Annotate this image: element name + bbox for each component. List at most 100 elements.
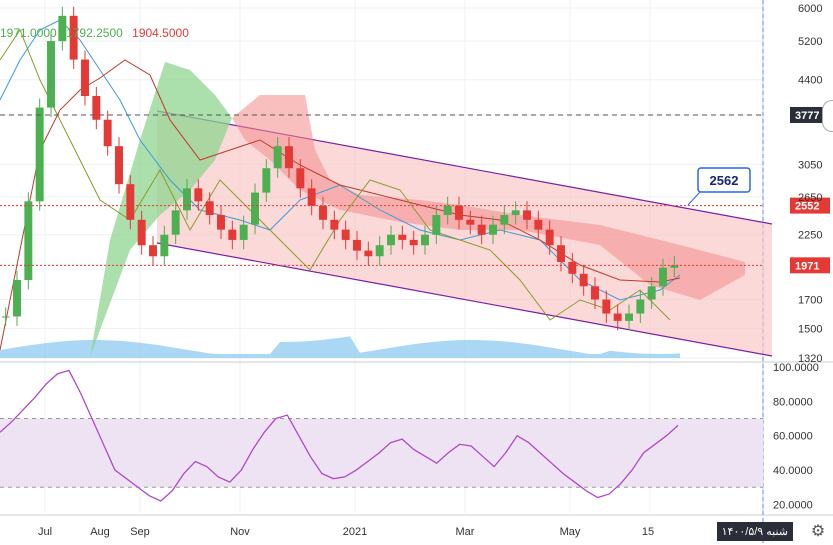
candle-body [432, 215, 441, 235]
candle-body [319, 205, 327, 220]
candle-body [341, 229, 350, 240]
candle-body [251, 192, 259, 225]
candle-body [35, 107, 44, 202]
level-badge-text-3777: 3777 [795, 110, 819, 122]
rsi-band [0, 418, 763, 488]
candle-body [398, 234, 407, 240]
candle-body [477, 224, 486, 235]
price-tick-label: 2250 [798, 230, 822, 242]
candle-body [262, 168, 271, 193]
candle-body [58, 15, 67, 42]
candle-body [443, 205, 452, 216]
level-badge-text-2552: 2552 [795, 201, 819, 213]
candle-body [137, 219, 146, 246]
candle-body [217, 215, 225, 230]
scroll-handle[interactable] [822, 100, 833, 132]
price-tick-label: 1500 [798, 323, 822, 335]
price-tick-label: 3050 [798, 159, 822, 171]
ichimoku-cloud-bullish [90, 62, 232, 358]
candle-body [375, 245, 384, 257]
candle-body [126, 184, 135, 220]
candle-body [228, 229, 237, 240]
level-badge-2552 [790, 197, 830, 214]
candle-body [1, 316, 10, 318]
candle-body [171, 210, 180, 235]
price-tick-label: 5200 [798, 36, 822, 48]
chikou-line [0, 28, 671, 321]
ohlc-open-value: 1971.0000 [0, 26, 57, 40]
candle-body [194, 188, 203, 202]
candle-body [636, 299, 645, 314]
rsi-tick-label: 80.0000 [773, 396, 813, 408]
candle-body [557, 245, 565, 262]
level-badge-text-1971: 1971 [795, 260, 819, 272]
candle-body [421, 234, 429, 246]
price-tick-label: 1700 [798, 295, 822, 307]
candle-body [568, 261, 577, 274]
rsi-tick-label: 40.0000 [773, 465, 813, 477]
candle-body [353, 239, 361, 251]
rsi-tick-label: 20.0000 [773, 499, 813, 511]
rsi-tick-label: 60.0000 [773, 431, 813, 443]
candle-body [47, 41, 55, 108]
callout-text: 2562 [710, 173, 739, 188]
ohlc-low-value: 1792.2500 [66, 26, 123, 40]
candle-body [183, 188, 191, 211]
candle-body [69, 15, 78, 60]
level-badge-1971 [790, 257, 830, 274]
candle-body [545, 229, 554, 246]
candle-body [330, 219, 339, 230]
rsi-tick-label: 100.0000 [773, 362, 819, 374]
candle-body [205, 201, 214, 216]
candle-body [296, 168, 305, 189]
channel-lower-line [156, 242, 773, 357]
price-tick-label: 1320 [798, 353, 822, 365]
candle-body [239, 224, 248, 240]
settings-gear-icon[interactable]: ⚙ [810, 523, 826, 540]
ichimoku-cloud-bearish [232, 95, 745, 300]
time-tick-label: 15 [642, 526, 654, 538]
time-tick-label: Mar [456, 526, 475, 538]
date-tooltip: شنبه ۱۴۰۰/۵/۹ [716, 522, 793, 541]
time-tick-label: Nov [230, 526, 250, 538]
callout-box [697, 167, 751, 193]
candle-body [455, 205, 463, 220]
candle-body [579, 273, 588, 287]
time-tick-label: Aug [90, 526, 110, 538]
candle-body [13, 279, 21, 317]
time-tick-label: Sep [130, 526, 150, 538]
candle-body [273, 146, 282, 169]
candle-body [511, 210, 520, 216]
candle-body [500, 215, 509, 225]
candle-body [160, 234, 169, 257]
candle-body [489, 224, 497, 235]
candle-body [625, 313, 633, 321]
candle-body [24, 201, 33, 280]
price-tick-label: 6000 [798, 3, 822, 15]
candle-body [647, 286, 656, 300]
candle-body [81, 59, 89, 97]
price-tick-label: 2650 [798, 192, 822, 204]
time-tick-label: 2021 [343, 526, 367, 538]
callout-pointer [687, 191, 701, 206]
candle-body [466, 219, 475, 225]
kijun-line [0, 59, 681, 351]
ohlc-close-value: 1904.5000 [132, 26, 189, 40]
level-badge-3777 [790, 106, 830, 123]
candle-body [92, 96, 101, 120]
candle-body [523, 210, 531, 220]
candle-body [602, 299, 611, 314]
candle-body [670, 265, 679, 268]
time-tick-label: Jul [38, 526, 52, 538]
ohlc-readout: 1971.0000 1792.2500 1904.5000 [0, 26, 195, 40]
price-tick-label: 4400 [798, 75, 822, 87]
candle-body [364, 250, 373, 257]
candle-body [103, 119, 112, 147]
candle-body [307, 188, 316, 206]
candle-body [591, 286, 599, 300]
rsi-line [0, 369, 679, 502]
candle-body [409, 239, 418, 246]
candle-body [534, 219, 543, 230]
candle-body [149, 245, 157, 257]
